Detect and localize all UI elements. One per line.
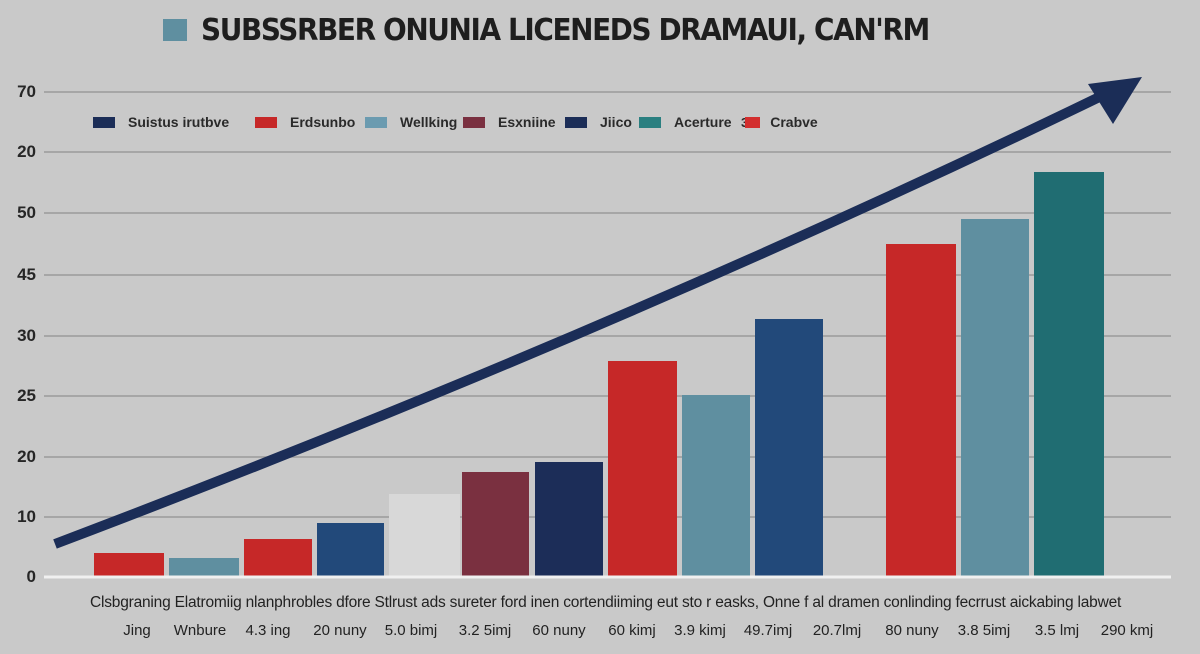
legend-label: Wellking [400,114,458,130]
bar [886,244,956,577]
trend-arrow-icon [53,77,1142,549]
x-tick-label: 20.7lmj [812,622,862,639]
legend-label: Esxniine [498,114,556,130]
bar [682,395,750,577]
y-tick-label: 10 [17,507,36,526]
legend-label: Jiico [600,114,632,130]
legend-item: Erdsunbo [255,112,355,132]
bar [462,472,529,577]
chart-title: SUBSSRBER ONUNIA LICENEDS DRAMAUI, CAN'R… [163,12,984,48]
y-tick-label: 20 [17,447,36,466]
bar [317,523,384,577]
legend-item: Esxniine [463,112,556,132]
x-tick-label: 5.0 bimj [384,622,438,639]
legend-swatch-icon [565,116,587,128]
x-tick-label: 80 nuny [885,622,939,639]
bar [94,553,164,577]
y-tick-label: 20 [17,142,36,161]
bars [94,172,1104,577]
y-tick-label: 45 [17,265,36,284]
arrow-shaft [53,83,1121,549]
x-tick-label: 3.8 5imj [957,622,1011,639]
y-tick-label: 70 [17,82,36,101]
x-tick-label: 60 nuny [532,622,586,639]
x-tick-label: 3.9 kimj [674,622,726,639]
legend-label: Crabve [770,114,818,130]
legend-item: Acerture [639,112,732,132]
y-tick-label: 0 [26,567,36,586]
x-tick-label: Wnbure [173,622,227,639]
chart-caption: Clsbgraning Elatromiig nlanphrobles dfor… [90,594,1122,611]
legend-swatch-icon [745,116,761,128]
y-tick-label: 50 [17,203,36,222]
x-tick-label: 20 nuny [313,622,367,639]
bar [961,219,1029,577]
bar [169,558,239,577]
bar [608,361,677,577]
bar [755,319,823,577]
bar [1034,172,1104,577]
legend-label: Acerture [674,114,732,130]
x-tick-label: 3.5 lmj [1034,622,1080,639]
title-text: SUBSSRBER ONUNIA LICENEDS DRAMAUI, CAN'R… [201,12,930,48]
legend-swatch-icon [463,116,485,128]
legend-swatch-icon [255,116,277,128]
legend-prefix: 3 [741,115,748,130]
legend-swatch-icon [365,116,387,128]
legend-swatch-icon [93,116,115,128]
legend-item: Wellking [365,112,457,132]
arrow-head-icon [1088,77,1142,124]
legend-item: Jiico [565,112,632,132]
legend-label: Erdsunbo [290,114,356,130]
legend-item: 3 Crabve [741,112,818,132]
bar [389,494,460,577]
y-tick-label: 25 [17,386,36,405]
legend-label: Suistus irutbve [128,114,230,130]
x-tick-label: 4.3 ing [245,622,291,639]
x-tick-label: 60 kimj [608,622,656,639]
y-tick-label: 30 [17,326,36,345]
bar [244,539,312,577]
x-axis-labels: Jing Wnbure 4.3 ing 20 nuny 5.0 bimj 3.2 5imj… [0,622,1200,644]
title-square-icon [163,19,187,41]
legend-swatch-icon [639,116,661,128]
x-tick-label: 3.2 5imj [458,622,512,639]
legend-item: Suistus irutbve [93,112,229,132]
x-tick-label: 49.7imj [743,622,793,639]
x-tick-label: Jing [123,622,151,639]
x-tick-label: 290 kmj [1100,622,1154,639]
bar [535,462,603,577]
